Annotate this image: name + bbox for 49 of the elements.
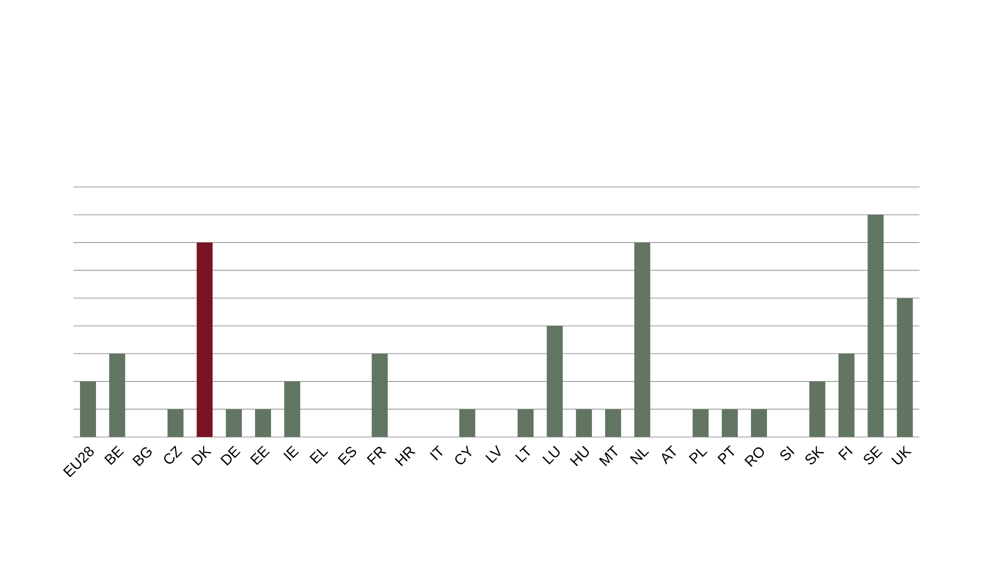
x-tick-label: ES bbox=[338, 446, 356, 466]
bar bbox=[226, 409, 242, 437]
x-tick-label: FI bbox=[838, 446, 853, 460]
x-tick-label: EL bbox=[310, 448, 328, 464]
x-tick-label: DK bbox=[191, 445, 212, 466]
x-tick-label: IE bbox=[283, 446, 299, 461]
bar bbox=[809, 381, 826, 437]
x-tick-label: PL bbox=[688, 448, 708, 464]
x-tick-label: LT bbox=[515, 445, 530, 463]
x-tick-label: LV bbox=[485, 445, 501, 464]
bar bbox=[838, 354, 854, 437]
x-tick-label: DE bbox=[220, 446, 241, 466]
x-tick-label: CY bbox=[455, 445, 472, 464]
x-tick-label: HR bbox=[394, 446, 416, 466]
x-tick-label: LU bbox=[542, 446, 560, 464]
bar bbox=[605, 409, 622, 437]
x-tick-label: BE bbox=[104, 446, 124, 466]
bar bbox=[750, 409, 767, 437]
x-tick-label: CZ bbox=[164, 446, 182, 464]
x-tick-label: UK bbox=[891, 445, 912, 464]
bar bbox=[80, 381, 96, 437]
x-tick-label: FR bbox=[366, 446, 386, 466]
x-tick-label: SI bbox=[780, 446, 794, 460]
bar bbox=[284, 381, 300, 437]
bar bbox=[722, 409, 738, 437]
bar bbox=[576, 409, 592, 437]
bar bbox=[196, 242, 213, 437]
x-tick-label: IT bbox=[430, 445, 443, 460]
x-tick-label: AT bbox=[662, 445, 676, 465]
x-tick-label: PT bbox=[717, 445, 734, 464]
bar bbox=[518, 409, 534, 437]
x-tick-label: SE bbox=[864, 446, 882, 464]
x-tick-label: SK bbox=[805, 446, 824, 464]
bar bbox=[372, 354, 388, 437]
bar bbox=[634, 242, 650, 437]
bar bbox=[546, 326, 563, 437]
x-tick-label: HU bbox=[570, 446, 589, 466]
x-tick-label: MT bbox=[598, 445, 618, 466]
x-tick-label: EE bbox=[250, 446, 270, 466]
bar bbox=[168, 409, 184, 437]
x-tick-label: NL bbox=[630, 448, 650, 464]
bar bbox=[255, 409, 272, 437]
bar bbox=[692, 409, 709, 437]
x-tick-label: BG bbox=[132, 447, 152, 466]
bar bbox=[109, 354, 126, 437]
x-tick-label: RO bbox=[744, 447, 764, 467]
bar bbox=[459, 409, 476, 437]
bar bbox=[896, 298, 913, 437]
bar bbox=[868, 214, 884, 437]
